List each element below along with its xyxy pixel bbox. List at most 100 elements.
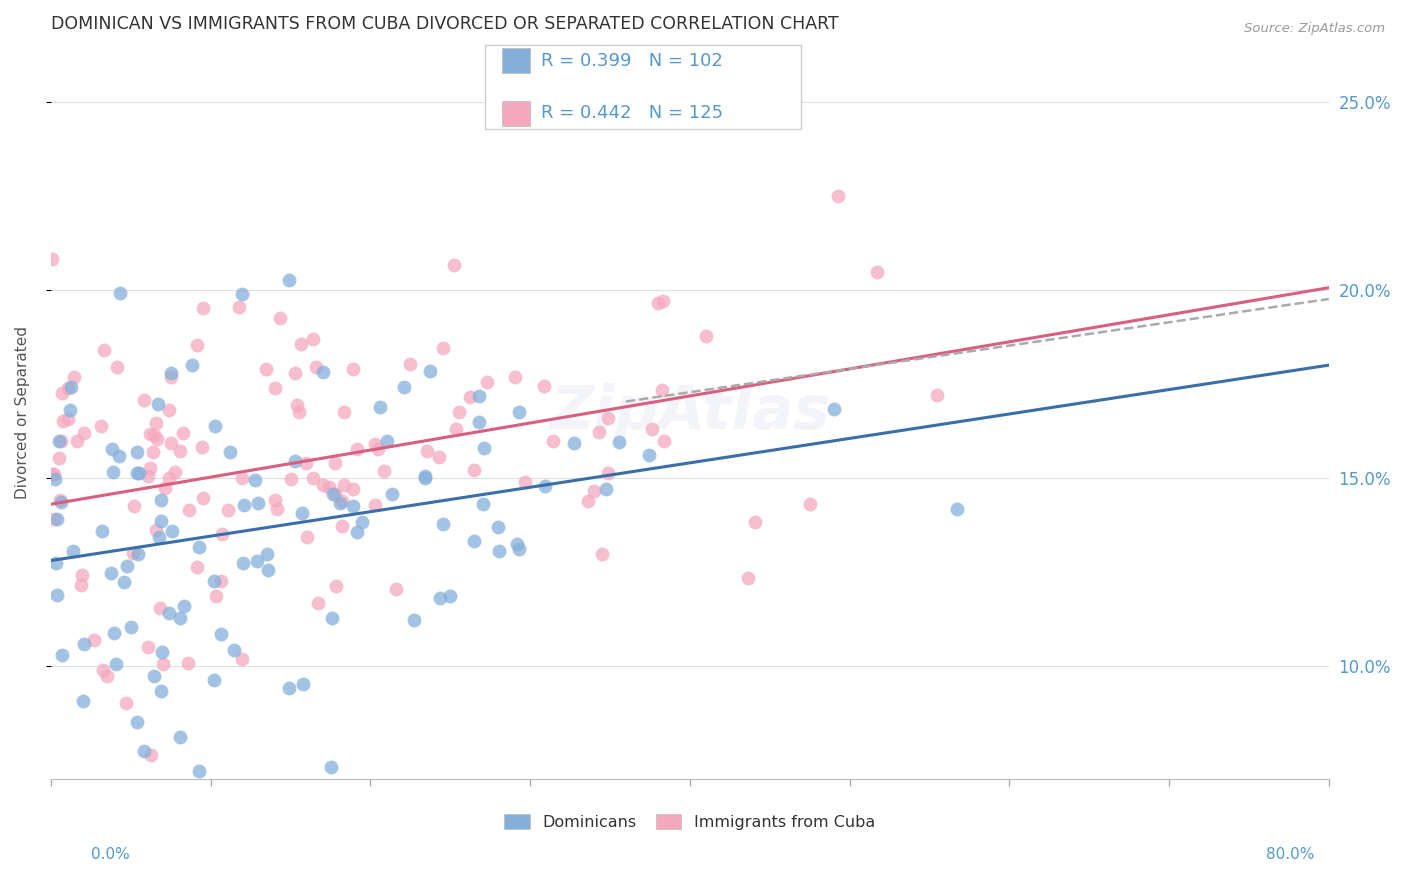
Point [56,412,79,426]
Point [533,479,555,493]
Point [596,466,619,480]
Point [105,360,128,375]
Point [157,471,180,485]
Point [346,524,368,539]
Point [246,496,269,510]
Point [562,436,585,450]
Point [143,669,166,683]
Point [312,478,335,492]
Point [823,402,845,417]
Point [108,285,131,300]
Point [350,515,373,529]
Point [146,397,169,411]
Point [432,517,454,532]
Point [364,437,387,451]
Point [416,444,439,458]
Point [287,398,309,412]
Point [188,540,211,554]
Point [44,512,66,526]
Point [505,370,527,384]
Point [149,514,172,528]
Point [159,370,181,384]
Point [83,633,105,648]
Point [652,294,675,309]
Point [193,491,215,506]
Point [427,450,450,464]
Point [52,414,75,428]
Point [142,445,165,459]
Point [224,643,246,657]
Point [595,482,617,496]
Point [66,434,89,449]
Point [186,338,208,352]
Y-axis label: Divorced or Separated: Divorced or Separated [15,326,30,499]
Point [172,426,194,441]
Point [138,426,160,441]
Point [219,444,242,458]
Point [404,614,426,628]
Point [439,589,461,603]
Point [62,370,84,384]
Point [264,492,287,507]
Point [91,663,114,677]
Text: 0.0%: 0.0% [91,847,131,862]
Text: Source: ZipAtlas.com: Source: ZipAtlas.com [1244,22,1385,36]
Point [132,392,155,407]
Point [169,611,191,625]
Point [104,657,127,672]
Point [607,434,630,449]
Point [45,588,67,602]
Point [367,442,389,456]
Point [115,696,138,710]
Point [181,358,204,372]
Point [128,466,150,480]
Point [70,567,93,582]
Point [51,648,73,662]
Text: 80.0%: 80.0% [1267,847,1315,862]
Point [292,676,315,690]
Point [228,300,250,314]
Point [311,365,333,379]
Point [150,644,173,658]
Point [152,657,174,672]
Point [120,620,142,634]
Point [325,579,347,593]
Point [364,499,387,513]
Point [304,359,326,374]
Point [51,434,73,449]
Point [415,471,437,485]
Point [652,434,675,448]
Point [266,502,288,516]
Point [231,470,253,484]
Point [302,470,325,484]
Point [332,405,354,419]
Point [202,673,225,688]
Point [506,537,529,551]
Point [45,556,67,570]
Point [45,511,67,525]
Point [307,596,329,610]
Point [373,464,395,478]
Point [117,558,139,573]
Point [302,332,325,346]
Point [42,467,65,482]
Point [375,434,398,449]
Point [278,681,301,695]
Point [41,252,63,267]
Point [256,361,278,376]
Point [318,480,340,494]
Point [211,527,233,541]
Point [149,683,172,698]
Point [232,498,254,512]
Point [695,329,717,343]
Legend: Dominicans, Immigrants from Cuba: Dominicans, Immigrants from Cuba [498,807,882,837]
Point [385,582,408,596]
Point [866,265,889,279]
Point [163,466,186,480]
Point [321,611,343,625]
Point [543,434,565,449]
Point [447,405,470,419]
Point [398,357,420,371]
Point [146,432,169,446]
Point [477,375,499,389]
